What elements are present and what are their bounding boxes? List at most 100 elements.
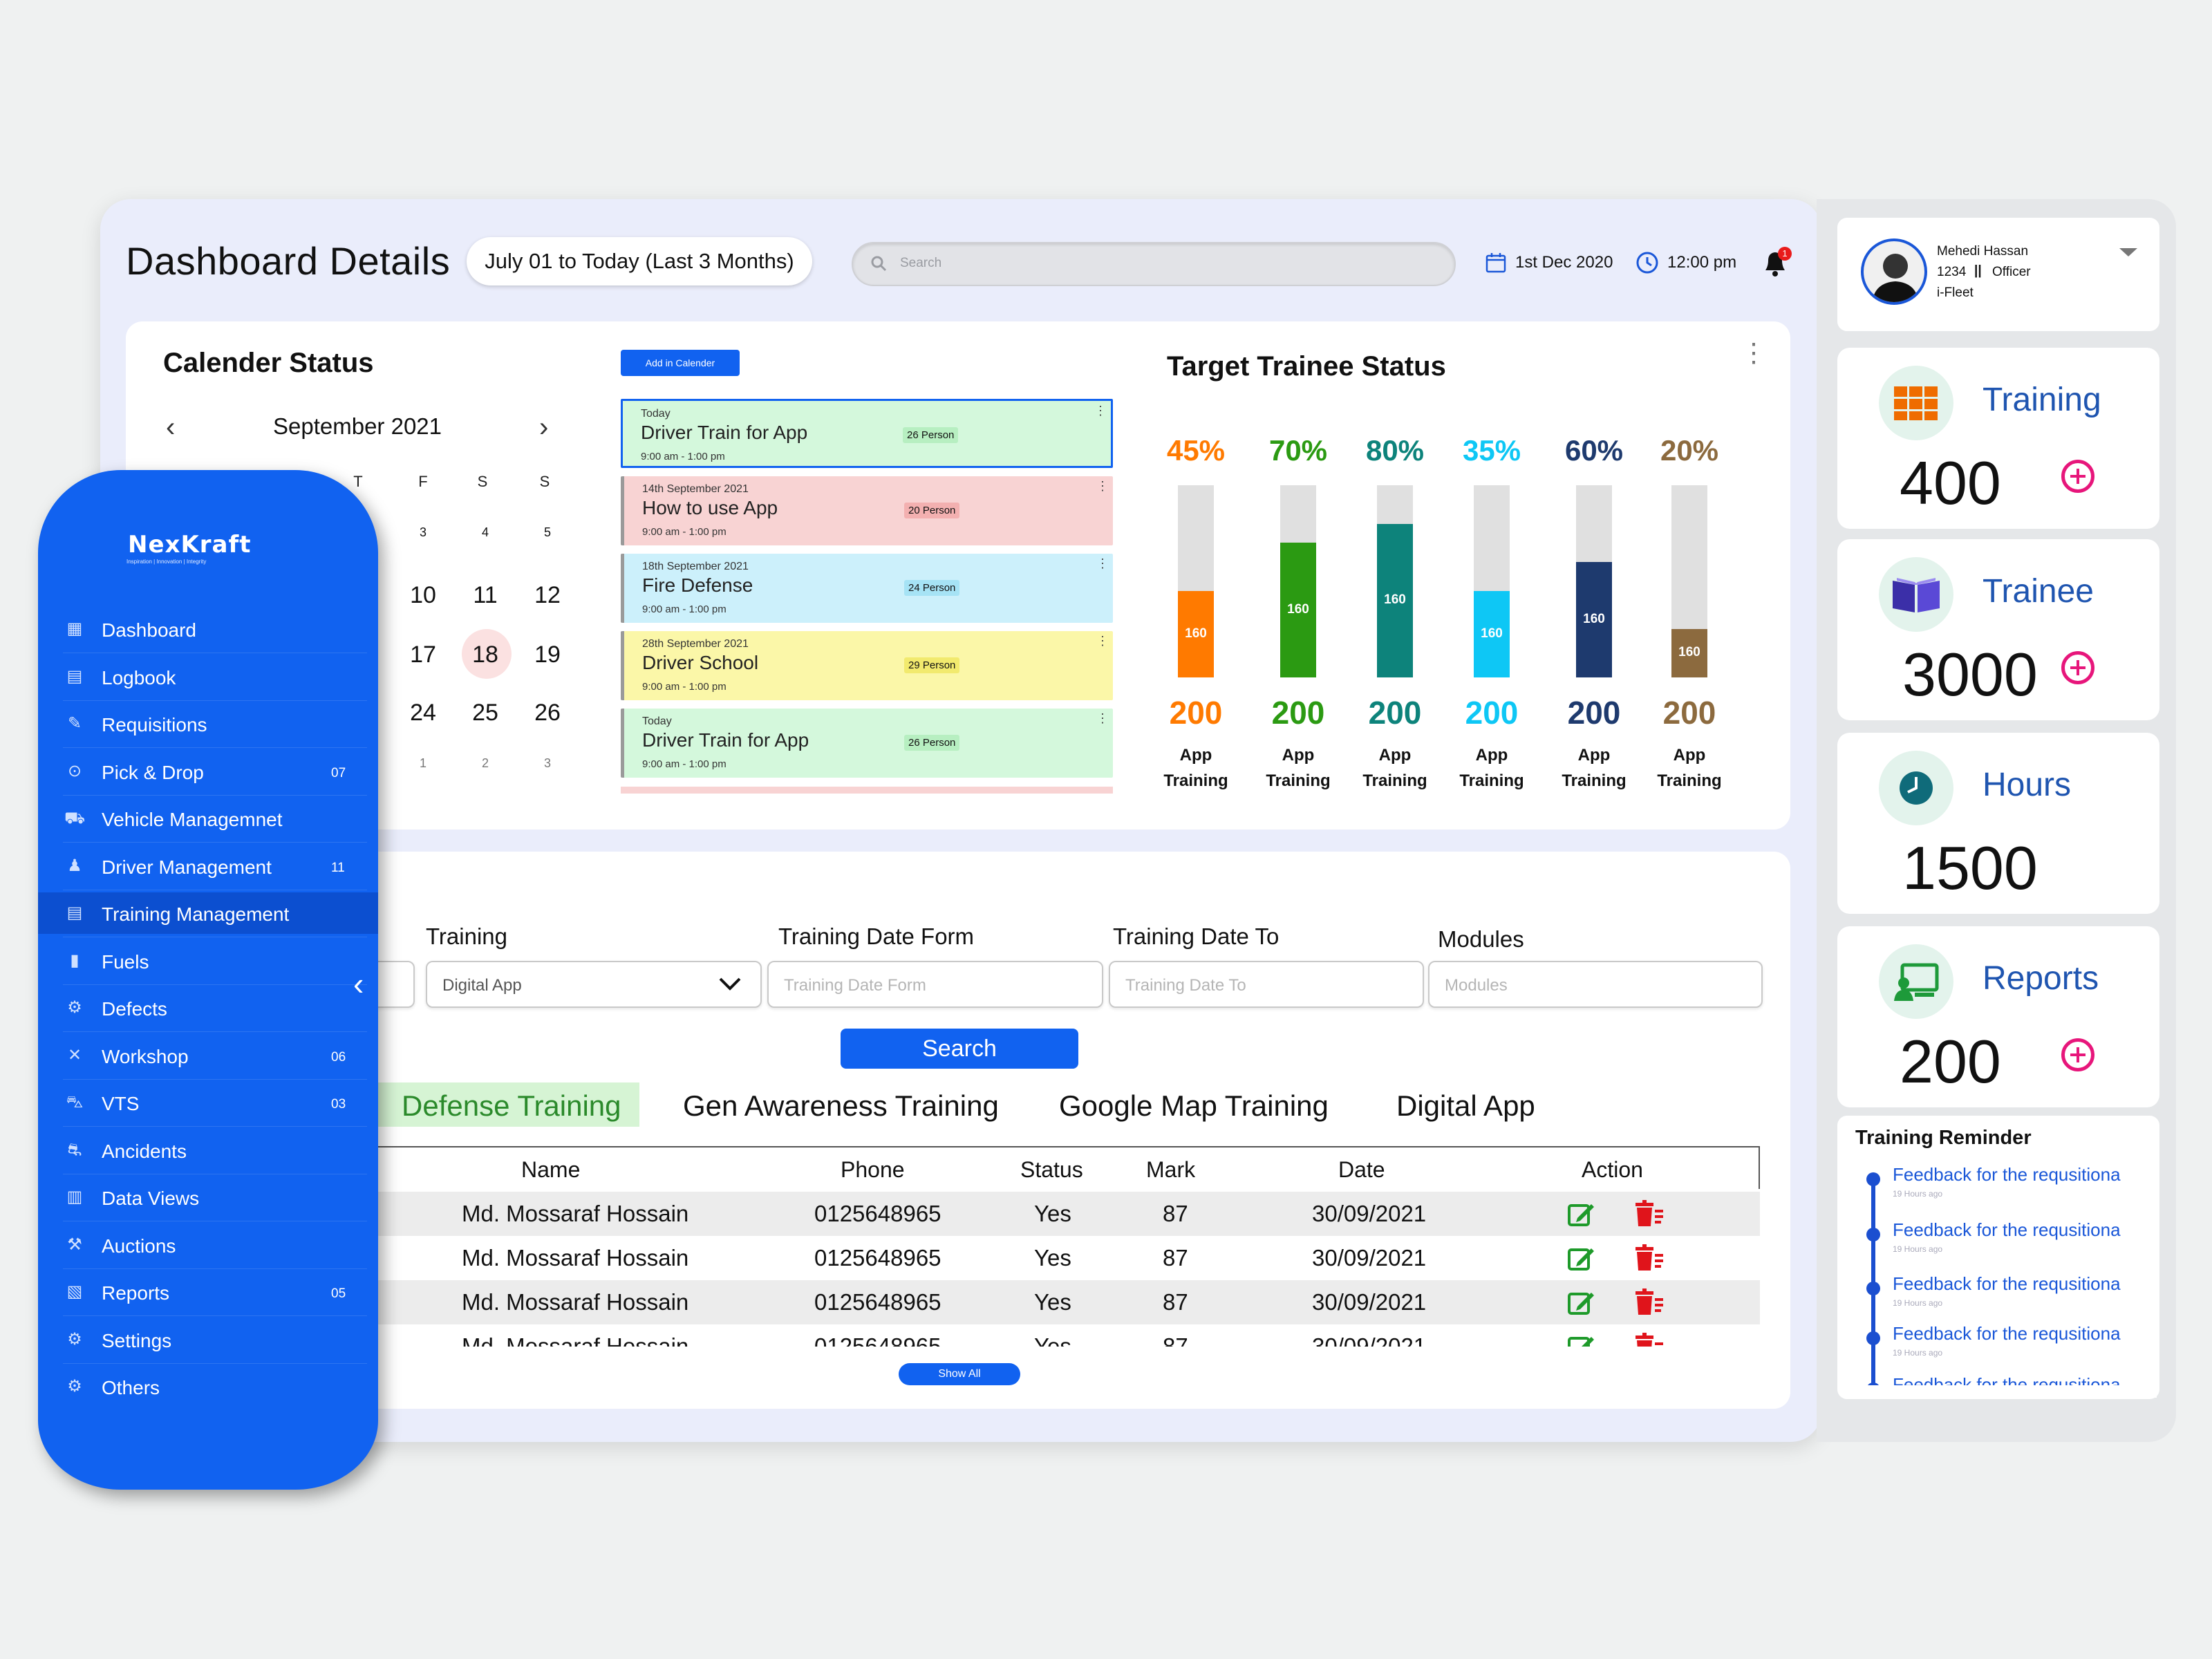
stat-card-training[interactable]: Training 400 [1837,348,2159,529]
date-to-input[interactable]: Training Date To [1109,961,1424,1008]
add-trainee-button[interactable] [2061,651,2094,684]
bar-label: App [1577,746,1611,765]
event-menu-icon[interactable]: ⋮ [1096,634,1109,648]
event-title: Driver Train for App [642,729,809,751]
delete-button[interactable] [1633,1200,1666,1228]
cell-name: Md. Mossaraf Hossain [462,1201,689,1226]
more-options-button[interactable]: ⋮ [1741,339,1767,368]
collapse-sidebar-button[interactable]: ‹ [353,966,364,1002]
calendar-event[interactable]: 14th September 2021 How to use App 9:00 am… [621,476,1113,545]
stat-card-trainee[interactable]: Trainee 3000 [1837,539,2159,720]
sidebar-item-vehicle-managemnet[interactable]: ⛟ Vehicle Managemnet [38,798,378,839]
calendar-event[interactable]: 18th September 2021 Fire Defense 9:00 am -… [621,554,1113,623]
reminder-time: 19 Hours ago [1893,1298,1943,1308]
sidebar-item-driver-management[interactable]: ♟ Driver Management 11 [38,845,378,887]
sidebar-item-data-views[interactable]: ▥ Data Views [38,1177,378,1218]
next-month-button[interactable]: › [539,412,549,442]
cell-status: Yes [1034,1245,1071,1271]
sidebar-item-ancidents[interactable]: ⛐ Ancidents [38,1130,378,1171]
tab-digital-app[interactable]: Digital App [1396,1089,1535,1122]
grid-blocks-icon [1879,366,1953,440]
calendar-day[interactable]: 11 [473,582,498,608]
reminder-link[interactable]: Feedback for the requsitiona [1893,1323,2121,1344]
prev-month-button[interactable]: ‹ [166,412,176,442]
search-button[interactable]: Search [841,1029,1078,1069]
reminder-link[interactable]: Feedback for the requsitiona [1893,1164,2121,1185]
sidebar-item-label: Settings [102,1329,172,1351]
delete-button[interactable] [1633,1244,1666,1272]
sidebar-item-dashboard[interactable]: ▦ Dashboard [38,608,378,650]
calendar-day[interactable]: 3 [543,756,551,770]
sidebar-item-training-management[interactable]: ▤ Training Management [38,892,378,934]
sidebar-item-workshop[interactable]: ✕ Workshop 06 [38,1035,378,1076]
calendar-day[interactable]: 26 [534,700,561,726]
reminder-link[interactable]: Feedback for the requsitiona [1893,1273,2121,1294]
sidebar-item-label: Training Management [102,903,290,925]
profile-dropdown-icon [2119,248,2137,256]
current-date: 1st Dec 2020 [1515,253,1613,272]
calendar-day[interactable]: 5 [543,525,551,539]
edit-button[interactable] [1566,1288,1597,1316]
tab-gen-awareness-training[interactable]: Gen Awareness Training [683,1089,999,1122]
reminder-link[interactable]: Feedback for the requsitiona [1893,1219,2121,1240]
sidebar-item-logbook[interactable]: ▤ Logbook [38,656,378,697]
logbook-icon: ▤ [66,666,83,686]
add-training-button[interactable] [2061,460,2094,493]
calendar-day[interactable]: 4 [481,525,489,539]
book-icon [1879,557,1953,632]
training-reminder-card [1837,1116,2159,1399]
notification-bell[interactable]: 1 [1760,247,1794,281]
add-reports-button[interactable] [2061,1038,2094,1071]
sidebar-item-vts[interactable]: ⛍ VTS 03 [38,1082,378,1123]
training-label: Training [426,924,507,949]
event-menu-icon[interactable]: ⋮ [1096,711,1109,725]
date-range-selector[interactable]: July 01 to Today (Last 3 Months) [467,237,812,285]
stat-card-reports[interactable]: Reports 200 [1837,926,2159,1107]
stat-card-hours[interactable]: Hours 1500 [1837,733,2159,914]
sidebar-item-defects[interactable]: ⚙ Defects [38,987,378,1029]
sidebar-item-fuels[interactable]: ▮ Fuels [38,940,378,982]
calendar-day[interactable]: 12 [534,582,561,608]
calendar-day[interactable]: 1 [419,756,427,770]
training-select[interactable]: Digital App [426,961,762,1008]
event-menu-icon[interactable]: ⋮ [1096,556,1109,570]
sidebar-item-reports[interactable]: ▧ Reports 05 [38,1271,378,1313]
tab-google-map-training[interactable]: Google Map Training [1059,1089,1329,1122]
calendar-day[interactable]: 18 [472,641,498,668]
tab-defense-training[interactable]: Defense Training [402,1089,621,1122]
calendar-day[interactable]: 10 [410,582,436,608]
add-in-calendar-button[interactable]: Add in Calender [621,350,740,376]
calendar-event[interactable]: Today Driver Train for App 9:00 am - 1:00 … [621,709,1113,778]
edit-button[interactable] [1566,1244,1597,1272]
calendar-day[interactable]: 17 [410,641,436,668]
show-all-button[interactable]: Show All [899,1363,1020,1385]
sidebar-item-others[interactable]: ⚙ Others [38,1366,378,1407]
sidebar-item-pick-drop[interactable]: ⊙ Pick & Drop 07 [38,751,378,792]
calendar-day[interactable]: 19 [534,641,561,668]
bar-fill [1377,524,1413,677]
bar-total: 200 [1368,695,1422,731]
calendar-event[interactable]: Today Driver Train for App 9:00 am - 1:00 … [621,399,1113,468]
sidebar-item-requisitions[interactable]: ✎ Requisitions [38,703,378,744]
calendar-day[interactable]: 3 [419,525,427,539]
event-time: 9:00 am - 1:00 pm [642,681,727,693]
search-input[interactable]: Search [852,242,1456,286]
cell-date: 30/09/2021 [1312,1245,1427,1271]
sidebar-item-auctions[interactable]: ⚒ Auctions [38,1224,378,1266]
calendar-day[interactable]: 2 [481,756,489,770]
sidebar-item-settings[interactable]: ⚙ Settings [38,1319,378,1360]
calendar-day[interactable]: 24 [410,700,436,726]
event-menu-icon[interactable]: ⋮ [1096,479,1109,493]
calendar-event[interactable]: 28th September 2021 Driver School 9:00 am … [621,631,1113,700]
edit-button[interactable] [1566,1200,1597,1228]
date-from-input[interactable]: Training Date Form [767,961,1103,1008]
event-menu-icon[interactable]: ⋮ [1094,404,1107,418]
modules-input[interactable]: Modules [1428,961,1763,1008]
event-date: Today [642,715,672,727]
event-time: 9:00 am - 1:00 pm [642,758,727,770]
delete-button[interactable] [1633,1288,1666,1316]
calendar-day[interactable]: 25 [472,700,498,726]
sidebar-item-label: Auctions [102,1235,176,1257]
profile-card[interactable]: Mehedi Hassan 1234 || Officer i-Fleet [1837,218,2159,331]
col-phone: Phone [841,1157,905,1182]
